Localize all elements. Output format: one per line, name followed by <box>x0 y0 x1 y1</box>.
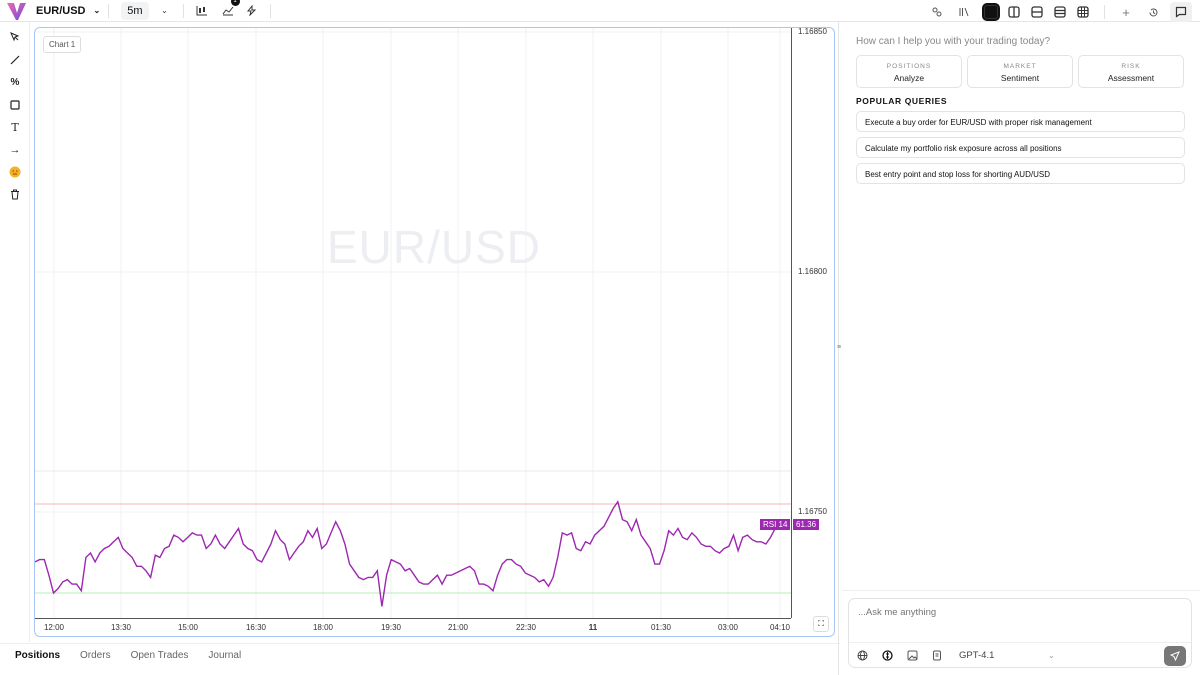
time-tick: 16:30 <box>245 623 267 632</box>
tab-positions[interactable]: Positions <box>15 650 61 661</box>
app-logo <box>7 2 26 20</box>
query-item[interactable]: Best entry point and stop loss for short… <box>856 163 1185 184</box>
chevron-down-icon[interactable]: ⌄ <box>1048 651 1055 660</box>
drawing-toolbar: % T → <box>0 22 30 642</box>
reasoning-icon[interactable] <box>882 650 893 661</box>
chat-icon[interactable] <box>1170 2 1192 22</box>
popular-queries-heading: POPULAR QUERIES <box>856 96 948 106</box>
time-tick: 21:00 <box>447 623 469 632</box>
cursor-icon[interactable] <box>0 26 30 49</box>
time-tick: 19:30 <box>380 623 402 632</box>
composer-toolbar: GPT-4.1 ⌄ <box>849 642 1191 668</box>
divider <box>182 3 184 18</box>
query-item[interactable]: Execute a buy order for EUR/USD with pro… <box>856 111 1185 132</box>
card-title: Sentiment <box>1000 73 1040 83</box>
document-icon[interactable] <box>932 650 942 661</box>
panel-resize-divider[interactable] <box>838 22 841 675</box>
time-tick: 11 <box>588 623 598 632</box>
layout-three-rows-icon[interactable] <box>1050 3 1070 21</box>
analyze-positions-card[interactable]: POSITIONS Analyze <box>856 55 962 88</box>
globe-icon[interactable] <box>857 650 868 661</box>
fit-screen-button[interactable]: ⛶ <box>813 616 829 632</box>
top-toolbar: EUR/USD ⌄ 5m ⌄ 1 + <box>0 0 1200 22</box>
assistant-panel: How can I help you with your trading tod… <box>842 22 1200 675</box>
rsi-label: RSI 14 <box>760 519 791 530</box>
card-subtitle: POSITIONS <box>886 63 932 70</box>
layout-single-icon[interactable] <box>981 3 1001 21</box>
price-chart[interactable] <box>35 28 791 618</box>
library-icon[interactable] <box>954 3 974 21</box>
send-button[interactable] <box>1164 646 1186 666</box>
layout-toolbar: + <box>927 2 1192 22</box>
text-icon[interactable]: T <box>11 120 19 134</box>
candles-icon[interactable] <box>192 2 212 20</box>
layout-grid-icon[interactable] <box>1073 3 1093 21</box>
timeframe-dropdown-chevron[interactable]: ⌄ <box>155 2 175 20</box>
indicator-count-badge: 1 <box>230 0 240 6</box>
time-tick: 04:10 <box>769 623 791 632</box>
tab-orders[interactable]: Orders <box>80 650 111 661</box>
time-tick: 15:00 <box>177 623 199 632</box>
symbol-selector[interactable]: EUR/USD ⌄ <box>36 5 100 17</box>
rsi-value: 61.36 <box>793 519 820 530</box>
market-sentiment-card[interactable]: MARKET Sentiment <box>967 55 1073 88</box>
layout-split-vertical-icon[interactable] <box>1004 3 1024 21</box>
rectangle-icon[interactable] <box>0 94 30 117</box>
time-tick: 18:00 <box>312 623 334 632</box>
quick-actions: POSITIONS Analyze MARKET Sentiment RISK … <box>856 55 1184 88</box>
price-tick: 1.16850 <box>798 27 827 36</box>
image-icon[interactable] <box>907 650 918 661</box>
card-subtitle: RISK <box>1121 63 1141 70</box>
timeframe-button[interactable]: 5m <box>121 1 149 20</box>
plus-icon[interactable]: + <box>1122 4 1130 20</box>
price-tick: 1.16750 <box>798 507 827 516</box>
symbol-label: EUR/USD <box>36 4 86 17</box>
tab-open-trades[interactable]: Open Trades <box>130 650 189 661</box>
percent-icon[interactable]: % <box>10 76 20 88</box>
card-title: Assessment <box>1107 73 1155 83</box>
chart-title-tag: Chart 1 <box>43 36 82 53</box>
divider <box>1104 5 1105 19</box>
layout-split-horizontal-icon[interactable] <box>1027 3 1047 21</box>
risk-assessment-card[interactable]: RISK Assessment <box>1078 55 1184 88</box>
chat-input[interactable] <box>858 607 1178 618</box>
indicators-icon[interactable]: 1 <box>218 0 240 20</box>
fit-screen-icon: ⛶ <box>818 619 824 628</box>
emoji-icon[interactable] <box>0 161 30 184</box>
time-tick: 13:30 <box>110 623 132 632</box>
time-tick: 03:00 <box>717 623 739 632</box>
time-tick: 01:30 <box>650 623 672 632</box>
resize-handle-icon[interactable]: ≡ <box>837 344 842 351</box>
chevron-down-icon: ⌄ <box>93 6 101 15</box>
model-selector[interactable]: GPT-4.1 <box>959 650 995 661</box>
phone-icon[interactable] <box>927 3 947 21</box>
chevron-down-icon: ⌄ <box>161 6 168 15</box>
time-tick: 22:30 <box>515 623 537 632</box>
time-axis[interactable]: 12:00 13:30 15:00 16:30 18:00 19:30 21:00 22:30… <box>35 618 791 636</box>
time-tick: 12:00 <box>43 623 65 632</box>
chart-container[interactable]: Chart 1 EUR/USD 1.168501.168001.167501.1… <box>34 27 835 637</box>
card-subtitle: MARKET <box>1003 63 1037 70</box>
bottom-tabs: Positions Orders Open Trades Journal <box>0 643 840 667</box>
assistant-prompt: How can I help you with your trading tod… <box>856 36 1050 47</box>
card-title: Analyze <box>893 73 925 83</box>
divider <box>842 590 1200 591</box>
chat-composer: GPT-4.1 ⌄ <box>848 598 1192 668</box>
tab-journal[interactable]: Journal <box>208 650 242 661</box>
arrow-icon[interactable]: → <box>9 143 21 156</box>
history-icon[interactable] <box>1143 3 1163 21</box>
divider <box>108 3 110 18</box>
alerts-icon[interactable] <box>242 2 262 20</box>
query-item[interactable]: Calculate my portfolio risk exposure acr… <box>856 137 1185 158</box>
trash-icon[interactable] <box>0 184 30 207</box>
line-icon[interactable] <box>0 49 30 72</box>
price-tick: 1.16800 <box>798 267 827 276</box>
divider <box>269 3 271 18</box>
price-axis[interactable]: 1.168501.168001.167501.167001.166501.166… <box>791 27 834 618</box>
